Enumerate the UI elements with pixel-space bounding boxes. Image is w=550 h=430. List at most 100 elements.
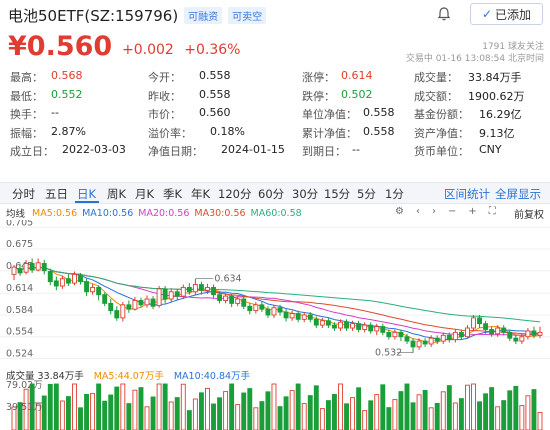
candle-body	[277, 307, 283, 313]
candle-body	[362, 324, 368, 330]
stats-row: 成立日： 2022-03-03 净值日期： 2024-01-15 到期日： -- 货币单位：…	[0, 142, 550, 161]
candle-body	[464, 327, 470, 338]
candle-body	[501, 327, 507, 333]
range-stats-button[interactable]: 区间统计	[444, 187, 490, 201]
stat-label: 基金份额：	[414, 108, 469, 122]
ma-legend: 均线 MA5:0.56 MA10:0.56 MA20:0.56 MA30:0.56 MA…	[6, 206, 302, 221]
ma-kind-label[interactable]: 均线	[6, 209, 26, 220]
right-icon[interactable]: ›	[431, 206, 436, 217]
volume-chart[interactable]: 79.02万 39.51万	[0, 380, 550, 430]
candle-body	[168, 291, 174, 300]
stat-value: 0.560	[199, 106, 231, 120]
adjust-label[interactable]: 前复权	[514, 210, 544, 221]
ma-legend-item: MA10:0.56	[82, 207, 134, 219]
stat-cell: 到期日： --	[302, 143, 360, 159]
candle-body	[223, 295, 229, 301]
candle-body	[198, 284, 204, 291]
stat-label: 振幅：	[10, 126, 43, 140]
volume-bar	[422, 389, 428, 430]
fullscreen-button[interactable]: 全屏显示	[495, 187, 541, 201]
tab-7[interactable]: 120分	[218, 187, 252, 201]
candle-body	[53, 280, 59, 287]
candle-body	[217, 294, 223, 301]
stat-value: 0.552	[51, 87, 83, 101]
change-value: +0.002	[122, 42, 174, 58]
settings-icon[interactable]: ⚙	[395, 206, 404, 217]
volume-bar	[192, 398, 198, 430]
candle-body	[23, 263, 29, 273]
volume-bar	[410, 402, 416, 430]
tab-0[interactable]: 分时	[12, 187, 35, 201]
volume-bar	[471, 383, 476, 430]
candle-body	[374, 326, 380, 332]
candle-body	[138, 300, 144, 306]
volume-bar	[186, 410, 192, 430]
volume-bar	[283, 396, 289, 430]
tab-5[interactable]: 季K	[163, 187, 183, 201]
candle-body	[422, 340, 428, 345]
candle-body	[368, 324, 374, 332]
candle-body	[241, 298, 247, 307]
volume-bar	[59, 400, 65, 430]
kline-chart[interactable]: 0.7050.6750.6450.6140.5840.5540.5240.634…	[0, 220, 550, 365]
volume-y-tick: 39.51万	[6, 402, 43, 413]
header-bar: 电池50ETF(SZ:159796) 可融资 可卖空	[8, 4, 267, 26]
candle-body	[313, 318, 319, 326]
candle-body	[386, 331, 392, 338]
volume-bar	[126, 403, 132, 430]
volume-bar	[259, 401, 265, 430]
stat-cell: 最高： 0.568	[10, 69, 83, 85]
plus-icon[interactable]: +	[468, 206, 477, 217]
left-icon[interactable]: ‹	[415, 206, 420, 217]
candle-body	[132, 300, 138, 310]
volume-bar	[531, 389, 537, 430]
candle-body	[102, 294, 108, 304]
stat-value: CNY	[479, 143, 502, 157]
tab-12[interactable]: 1分	[385, 187, 404, 201]
tab-3[interactable]: 周K	[107, 187, 127, 201]
volume-bar	[241, 392, 247, 430]
stat-value: 0.568	[51, 69, 83, 83]
ma-legend-item: MA20:0.56	[138, 207, 190, 219]
volume-bar	[507, 390, 513, 430]
bell-icon[interactable]	[436, 6, 452, 22]
volume-bar	[501, 400, 507, 430]
stats-row: 换手： -- 市价： 0.560 单位净值： 0.558 基金份额： 16.29亿	[0, 105, 550, 124]
tab-2[interactable]: 日K	[77, 187, 97, 201]
volume-legend: 成交量 33.84万手 MA5:44.07万手 MA10:40.84万手	[6, 368, 250, 382]
tab-8[interactable]: 60分	[258, 187, 285, 201]
candle-body	[247, 305, 253, 312]
tab-6[interactable]: 年K	[191, 187, 211, 201]
volume-bar	[277, 406, 283, 430]
volume-bar	[108, 394, 114, 430]
volume-bar	[331, 393, 337, 430]
stat-value: 2024-01-15	[221, 143, 285, 157]
minus-icon[interactable]: −	[447, 206, 457, 217]
tab-4[interactable]: 月K	[135, 187, 155, 201]
volume-bar	[11, 406, 17, 430]
tab-11[interactable]: 5分	[357, 187, 376, 201]
tab-1[interactable]: 五日	[45, 187, 68, 201]
candle-body	[507, 331, 513, 339]
stat-cell: 货币单位： CNY	[414, 143, 502, 159]
volume-bar	[223, 391, 229, 430]
candle-body	[108, 302, 114, 312]
tab-10[interactable]: 15分	[324, 187, 351, 201]
volume-ma5: MA5:44.07万手	[93, 371, 164, 382]
add-button-label: 已添加	[495, 7, 532, 22]
tab-9[interactable]: 30分	[292, 187, 319, 201]
candle-body	[458, 331, 464, 338]
stat-value: 0.18%	[210, 124, 245, 138]
volume-bar	[78, 407, 83, 430]
candle-body	[156, 288, 162, 306]
stat-cell: 换手： --	[10, 106, 59, 122]
volume-y-tick: 79.02万	[6, 380, 43, 391]
stat-label: 累计净值：	[302, 126, 357, 140]
add-watchlist-button[interactable]: ✓ 已添加	[470, 3, 543, 25]
volume-bar	[84, 393, 90, 430]
candle-body	[29, 263, 35, 271]
candle-body	[265, 308, 271, 316]
stat-cell: 基金份额： 16.29亿	[414, 106, 522, 122]
active-tab-underline	[75, 201, 99, 203]
full-icon[interactable]: ⛶	[488, 206, 496, 217]
